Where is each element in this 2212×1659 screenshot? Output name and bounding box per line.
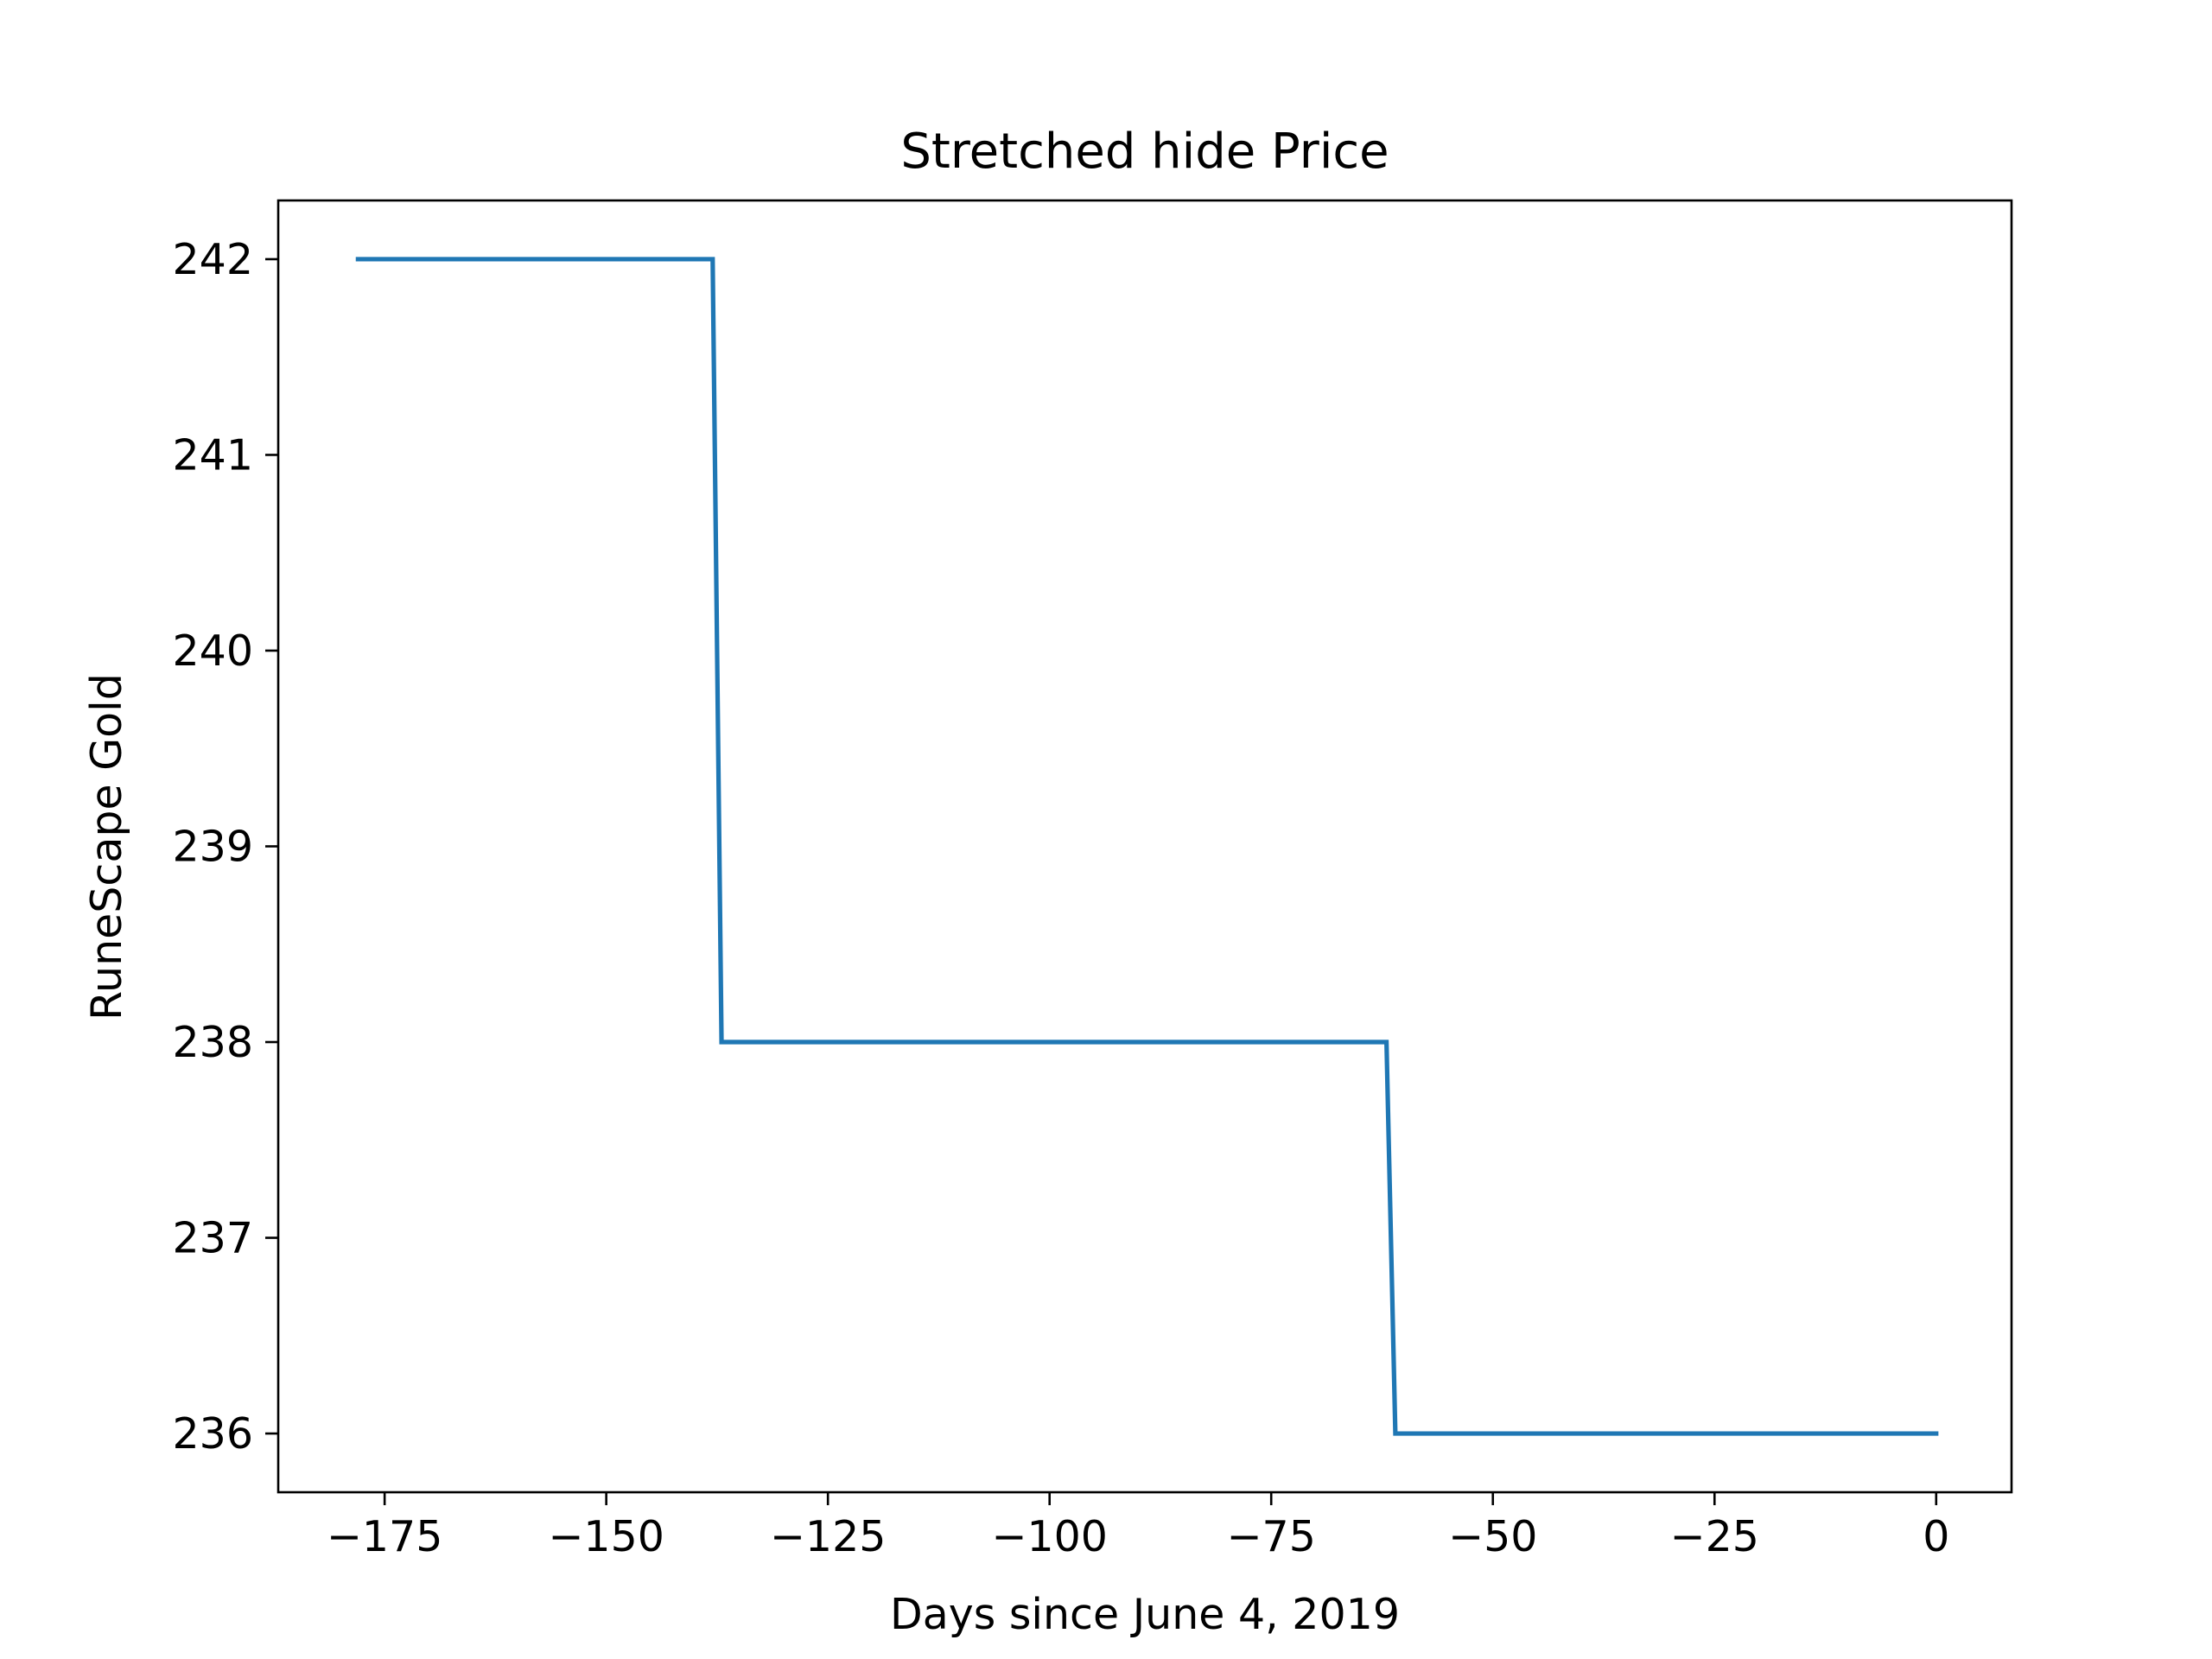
x-tick-label: 0 [1923,1512,1949,1561]
x-tick-label: −50 [1448,1512,1537,1561]
series-layer [355,257,1939,1436]
x-tick-label: −125 [770,1512,887,1561]
y-axis-label: RuneScape Gold [82,673,131,1020]
x-tick-label: −75 [1227,1512,1316,1561]
plot-area: −175 −150 −125 −100 −75 −50 −25 0 2362372382392… [172,199,2013,1561]
x-tick-label: −100 [991,1512,1108,1561]
x-tick-label: −25 [1670,1512,1759,1561]
x-axis-ticks: −175 −150 −125 −100 −75 −50 −25 0 [327,1492,1949,1561]
x-axis-label: Days since June 4, 2019 [890,1590,1400,1639]
series-line-0 [355,257,1939,1436]
y-tick-label: 238 [172,1018,253,1067]
y-tick-label: 239 [172,823,253,872]
y-axis-ticks: 236 237 238 239 240 241 242 [172,235,278,1459]
y-tick-label: 236 [172,1409,253,1459]
y-tick-label: 240 [172,626,253,676]
x-tick-label: −175 [327,1512,443,1561]
x-tick-label: −150 [548,1512,664,1561]
y-tick-label: 237 [172,1214,253,1263]
y-tick-label: 242 [172,235,253,284]
chart-title: Stretched hide Price [900,124,1389,180]
y-tick-label: 241 [172,430,253,480]
